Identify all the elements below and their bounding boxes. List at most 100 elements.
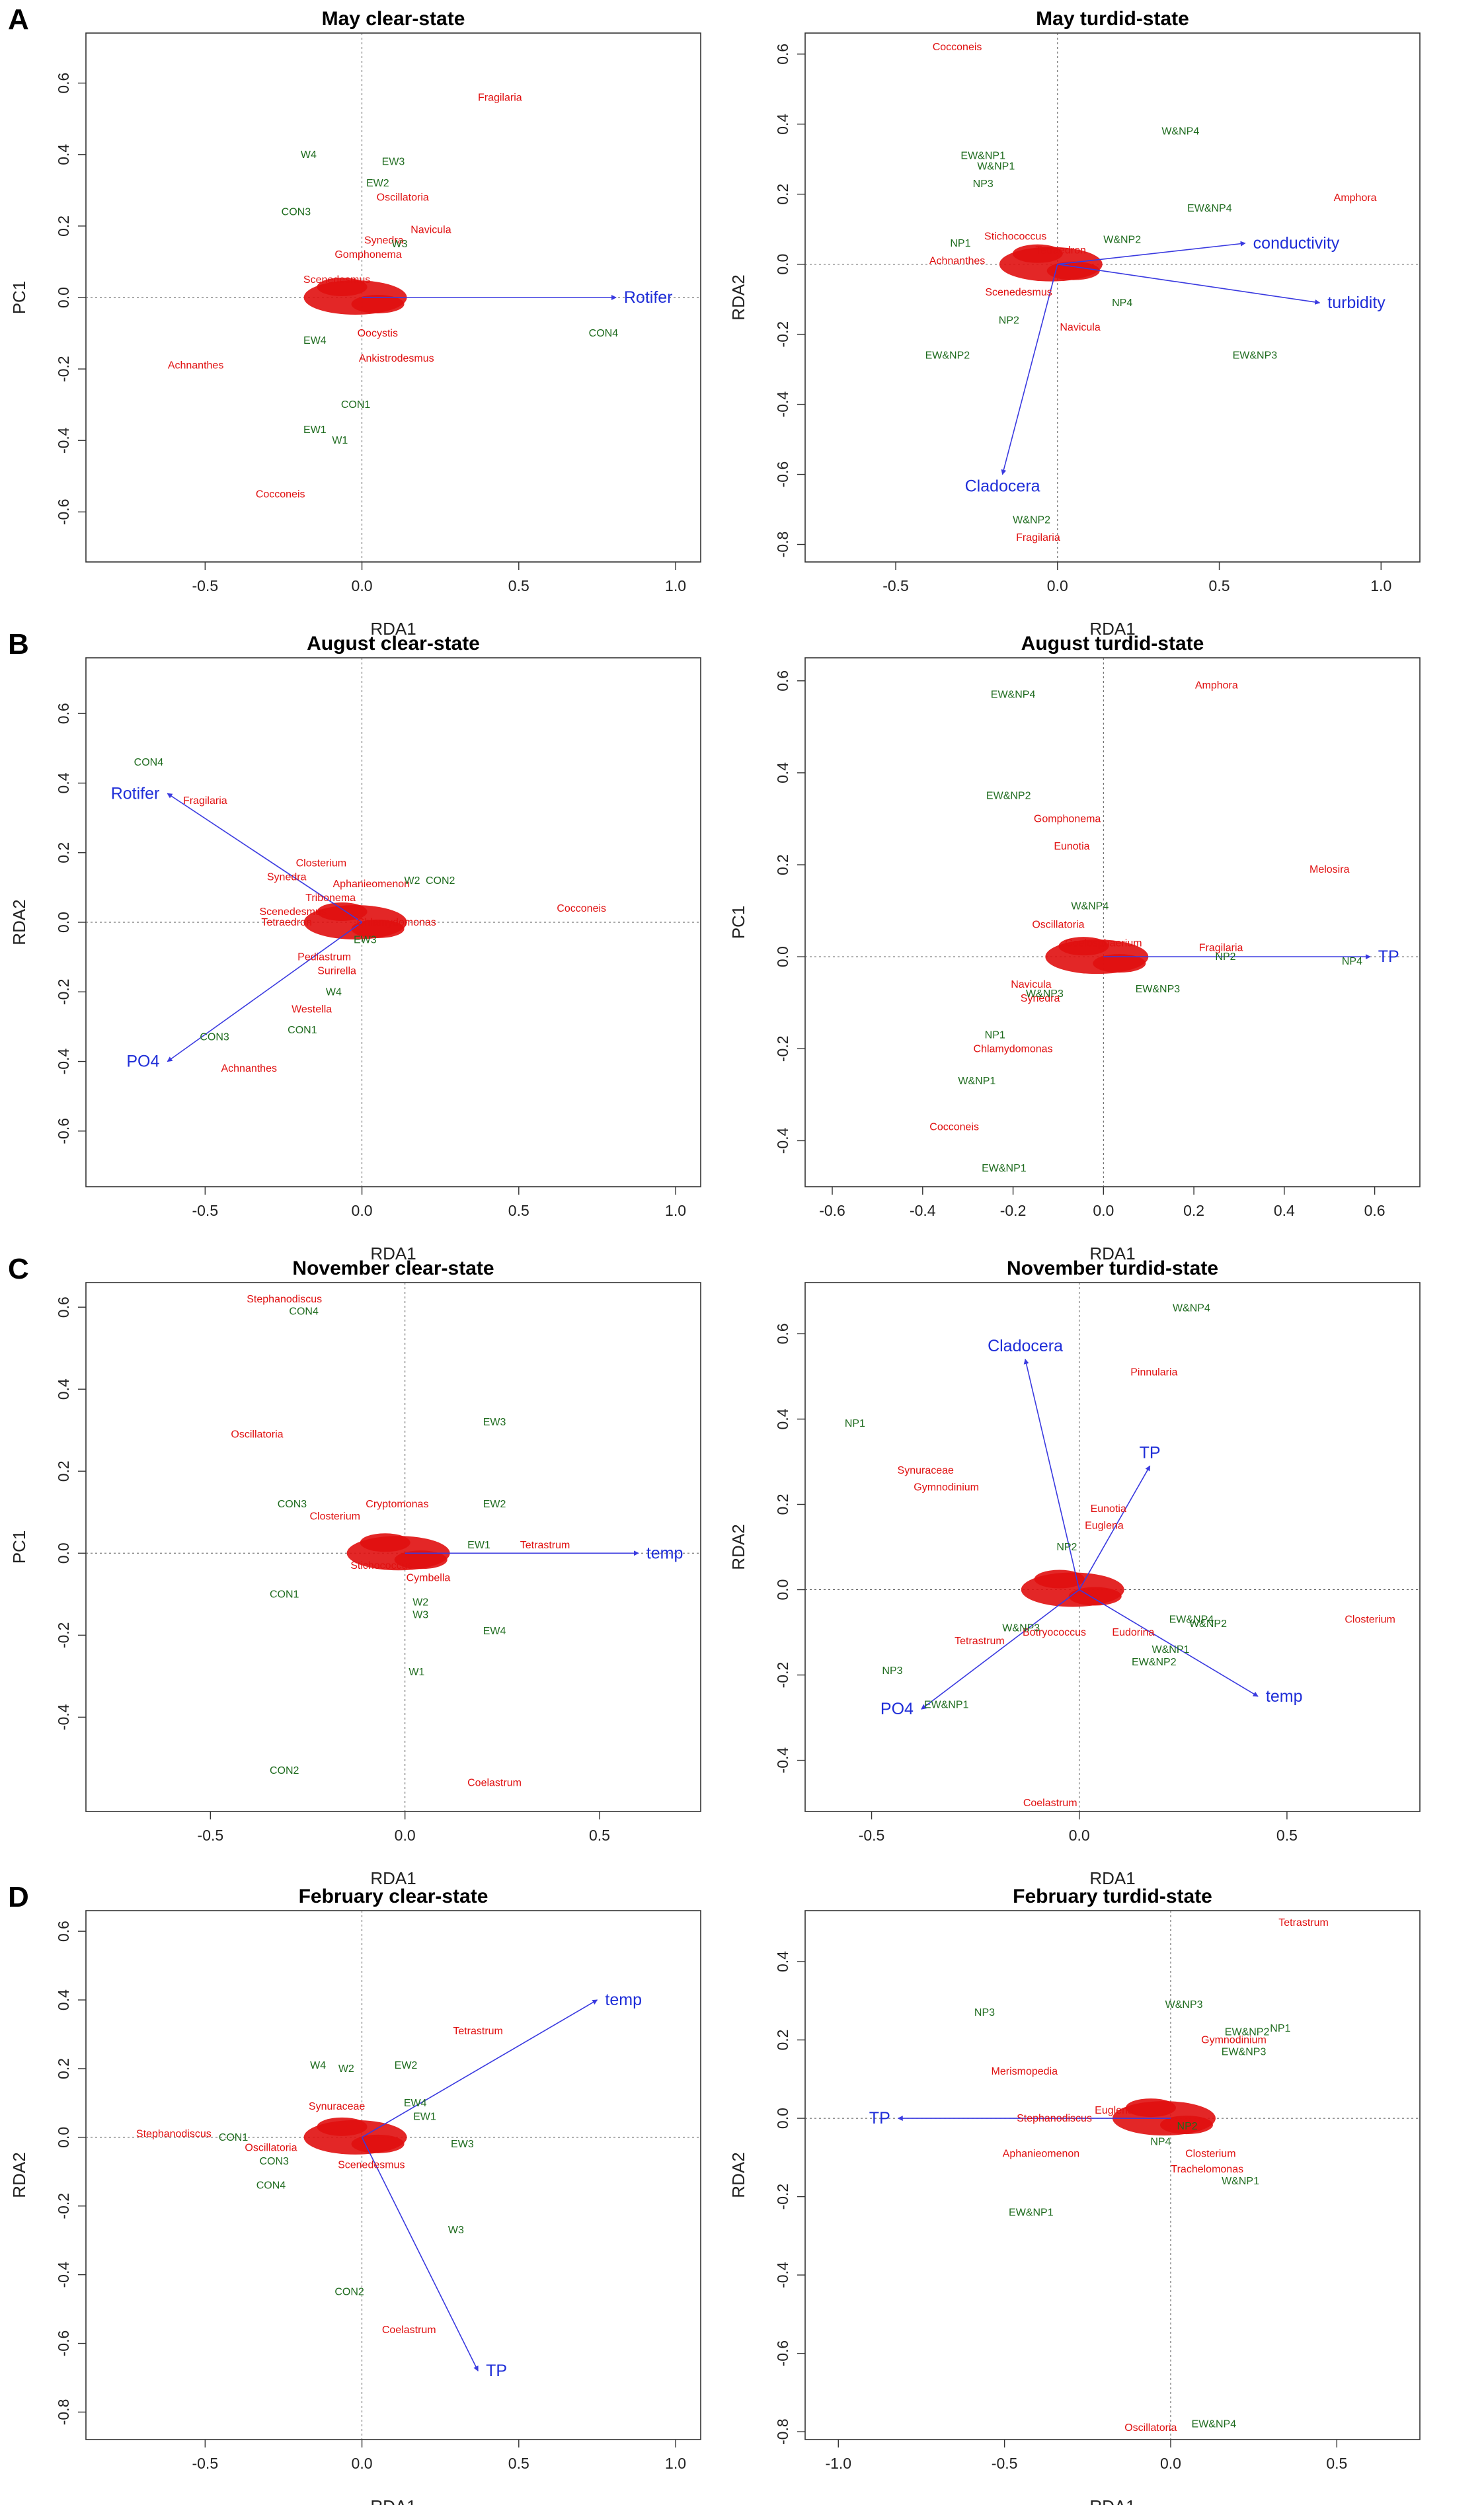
site-label: W&NP3 — [1002, 1623, 1040, 1634]
species-label: Botryococcus — [1023, 1627, 1086, 1638]
species-label: Stichococcus — [350, 1560, 412, 1571]
y-tick-label: 0.2 — [774, 2030, 791, 2051]
site-label: CON1 — [219, 2132, 249, 2143]
y-tick-label: 0.0 — [774, 2108, 791, 2129]
x-tick-label: 0.5 — [508, 1202, 529, 1219]
env-label: temp — [646, 1544, 683, 1562]
site-label: NP2 — [1215, 951, 1235, 963]
species-label: Closterium — [296, 858, 346, 869]
species-label: Scenedesmus — [303, 274, 370, 286]
plot-frame — [804, 32, 1421, 563]
y-axis-label: PC1 — [728, 906, 748, 939]
y-axis-label: PC1 — [9, 1531, 29, 1564]
env-label: Rotifer — [111, 784, 160, 803]
panel-title: November clear-state — [292, 1257, 494, 1279]
species-label: Melosira — [1309, 864, 1350, 875]
site-label: EW&NP2 — [1132, 1657, 1177, 1668]
y-tick-label: -0.8 — [774, 2418, 791, 2445]
panel-6: November turdid-state -0.5 0.0 0.5 -0.4 -0.2 0… — [728, 1257, 1421, 1888]
site-label: W4 — [326, 986, 342, 998]
species-cluster — [1125, 2098, 1176, 2118]
species-label: Achnanthes — [929, 255, 986, 266]
site-label: W3 — [448, 2225, 464, 2236]
species-label: Cryptomonas — [366, 1499, 428, 1510]
species-label: Chlamydomonas — [357, 917, 436, 928]
species-cluster — [394, 1550, 448, 1570]
x-tick-label: 0.6 — [1364, 1202, 1386, 1219]
y-tick-label: -0.2 — [774, 321, 791, 348]
y-tick-label: 0.2 — [55, 2058, 72, 2079]
x-tick-label: -0.6 — [819, 1202, 845, 1219]
site-label: W2 — [338, 2063, 354, 2075]
site-label: EW1 — [413, 2112, 436, 2123]
y-tick-label: -0.4 — [55, 1049, 72, 1075]
y-tick-label: -0.2 — [774, 1035, 791, 1062]
site-label: CON4 — [589, 328, 619, 339]
env-arrow — [167, 793, 362, 923]
y-tick-label: 0.4 — [55, 1989, 72, 2010]
species-cluster — [351, 2134, 405, 2153]
site-label: EW4 — [303, 335, 327, 346]
env-label: temp — [1266, 1687, 1303, 1706]
site-label: EW&NP1 — [960, 150, 1005, 161]
panel-4: August turdid-state -0.6 -0.4 -0.2 0.0 0.2 0.4… — [728, 633, 1421, 1263]
x-tick-label: 0.0 — [352, 577, 373, 594]
y-tick-label: 0.4 — [774, 1951, 791, 1972]
env-label: Cladocera — [965, 477, 1040, 496]
x-tick-label: 0.2 — [1183, 1202, 1204, 1219]
y-tick-label: 0.2 — [55, 216, 72, 237]
species-label: Tetraedron — [261, 917, 312, 928]
site-label: W&NP4 — [1071, 901, 1109, 912]
species-label: Chlamydomonas — [974, 1043, 1053, 1054]
y-tick-label: -0.6 — [55, 499, 72, 526]
x-tick-label: 0.5 — [589, 1827, 610, 1844]
species-label: Cocconeis — [933, 42, 982, 53]
site-label: W&NP2 — [1189, 1618, 1227, 1630]
site-label: CON2 — [426, 875, 455, 887]
species-label: Aphanieomenon — [333, 879, 410, 890]
y-tick-label: 0.6 — [55, 1296, 72, 1318]
species-label: Tetrastrum — [520, 1540, 570, 1551]
y-tick-label: -0.4 — [774, 1747, 791, 1774]
site-label: EW&NP1 — [1009, 2207, 1054, 2218]
species-label: Tribonema — [305, 893, 356, 904]
y-axis-label: RDA2 — [9, 2152, 29, 2198]
species-cluster — [351, 920, 405, 938]
species-cluster — [317, 2117, 368, 2136]
site-label: EW3 — [483, 1417, 506, 1428]
x-tick-label: -0.4 — [910, 1202, 936, 1219]
x-axis-label: RDA1 — [1089, 2496, 1135, 2505]
x-tick-label: 0.0 — [1093, 1202, 1114, 1219]
site-label: W&NP3 — [1026, 988, 1064, 1000]
y-tick-label: 0.2 — [774, 1493, 791, 1515]
site-label: EW3 — [354, 934, 377, 945]
site-label: CON1 — [341, 399, 371, 411]
site-label: EW&NP1 — [924, 1700, 969, 1711]
y-tick-label: -0.8 — [55, 2399, 72, 2426]
species-label: Scenedesmus — [985, 287, 1052, 298]
site-label: W1 — [332, 435, 348, 446]
species-label: Oscillatoria — [1124, 2422, 1177, 2434]
y-axis-label: PC1 — [9, 281, 29, 315]
x-tick-label: 0.5 — [508, 577, 529, 594]
y-tick-label: -0.4 — [774, 2262, 791, 2288]
site-label: NP4 — [1112, 298, 1132, 309]
site-label: NP2 — [1177, 2121, 1198, 2132]
site-label: CON1 — [288, 1025, 317, 1036]
y-tick-label: 0.0 — [55, 912, 72, 933]
panel-title: February clear-state — [299, 1886, 488, 1907]
panel-title: August clear-state — [307, 633, 480, 655]
panel-8: February turdid-state -1.0 -0.5 0.0 0.5 -0.8 -… — [728, 1886, 1421, 2505]
x-tick-label: -0.5 — [859, 1827, 885, 1844]
species-label: Tetrastrum — [1278, 1917, 1329, 1928]
species-label: Achnanthes — [221, 1063, 277, 1074]
y-tick-label: 0.4 — [55, 144, 72, 165]
env-arrow — [1001, 264, 1058, 475]
panel-7: D February clear-state -0.5 0.0 0.5 1.0 -0.8 -0… — [8, 1881, 701, 2505]
site-label: CON2 — [334, 2287, 364, 2298]
plot-frame — [85, 1910, 701, 2440]
species-label: Gymnodinium — [914, 1482, 979, 1493]
site-label: W&NP2 — [1103, 235, 1141, 246]
y-tick-label: 0.4 — [55, 1378, 72, 1400]
y-tick-label: -0.4 — [774, 1127, 791, 1154]
